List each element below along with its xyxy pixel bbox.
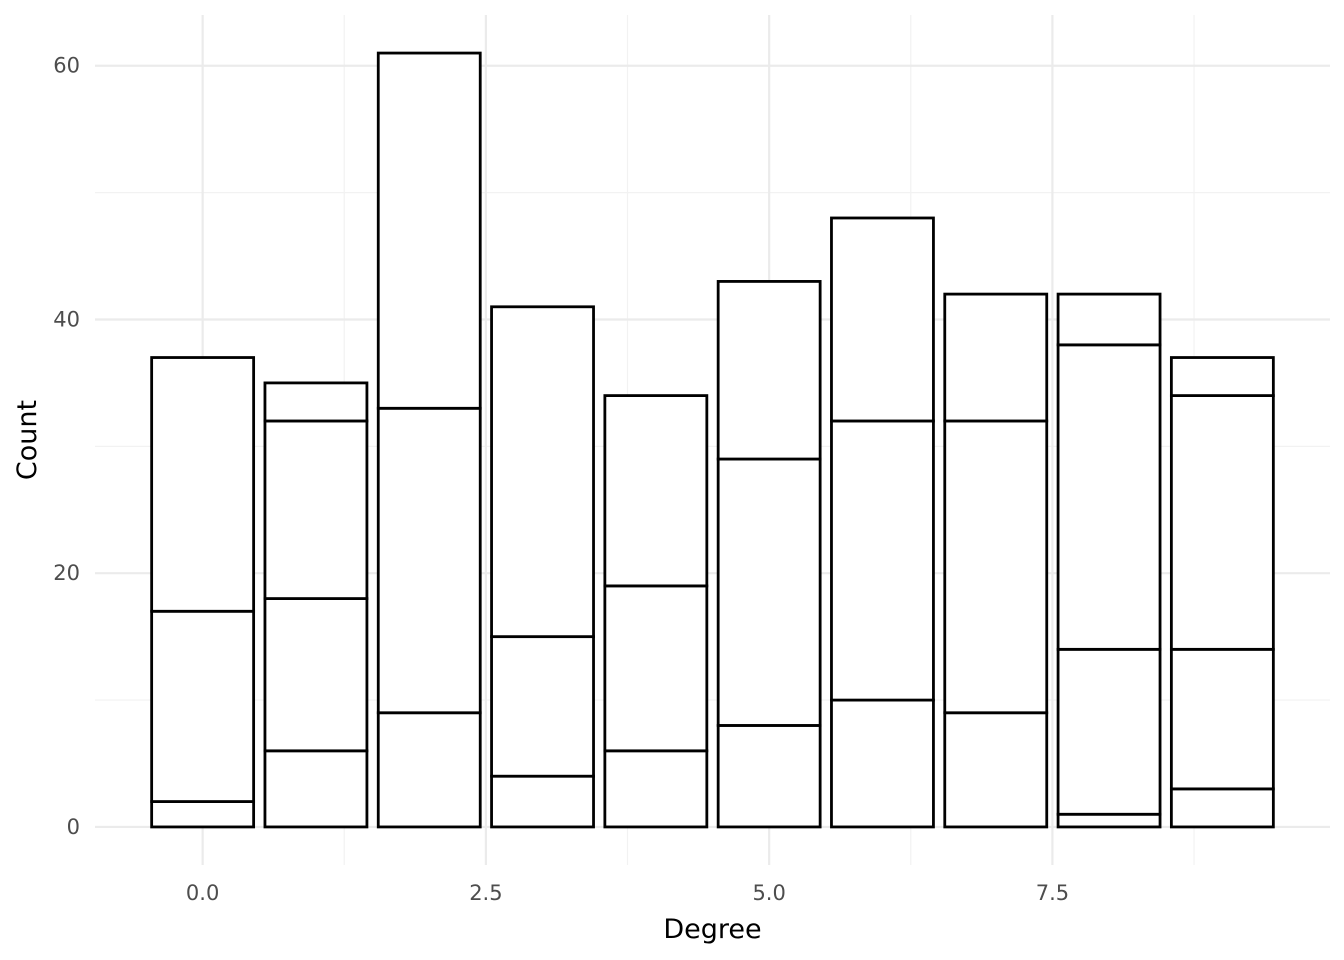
bar-stack (1056, 292, 1162, 829)
bar-segment (1056, 647, 1162, 816)
bar-stack (376, 51, 482, 829)
bar-segment (376, 711, 482, 829)
bar-segment (150, 356, 256, 613)
bar-segment (263, 419, 369, 600)
bar-stack (830, 216, 935, 829)
bar-segment (830, 698, 935, 829)
bar-stack (150, 356, 256, 829)
bar-segment (943, 292, 1049, 423)
bar-segment (603, 394, 709, 588)
bar-segment (150, 609, 256, 803)
y-tick-label: 0 (67, 815, 80, 839)
x-axis-title: Degree (663, 914, 761, 945)
bar-segment (1056, 343, 1162, 651)
x-tick-label: 7.5 (1036, 881, 1069, 905)
bar-segment (490, 774, 595, 829)
bar-stack (490, 305, 595, 829)
bar-segment (1169, 647, 1275, 791)
y-axis-ticks: 0 20 40 60 (53, 54, 80, 839)
bar-segment (603, 749, 709, 829)
bar-segment (603, 584, 709, 753)
bar-segment (1169, 394, 1275, 651)
bar-stack (943, 292, 1049, 829)
y-axis-title: Count (12, 400, 43, 480)
y-tick-label: 20 (53, 561, 80, 585)
bar-stack (603, 394, 709, 829)
bar-stack (263, 381, 369, 829)
y-tick-label: 60 (53, 54, 80, 78)
bar-segment (716, 280, 822, 461)
x-tick-label: 2.5 (469, 881, 502, 905)
x-tick-label: 5.0 (752, 881, 785, 905)
bar-segment (716, 724, 822, 829)
bar-segment (376, 406, 482, 715)
bar-segment (1056, 292, 1162, 347)
bar-segment (490, 635, 595, 778)
bar-segment (1169, 787, 1275, 829)
bar-segment (490, 305, 595, 639)
bar-stack (716, 280, 822, 829)
bar-segment (830, 419, 935, 702)
bar-segment (263, 381, 369, 423)
bar-stack (1169, 356, 1275, 829)
bars (150, 51, 1275, 829)
bar-segment (150, 800, 256, 829)
bar-segment (943, 419, 1049, 715)
x-axis-ticks: 0.0 2.5 5.0 7.5 (186, 881, 1069, 905)
bar-segment (943, 711, 1049, 829)
bar-segment (376, 51, 482, 410)
x-tick-label: 0.0 (186, 881, 219, 905)
bar-segment (1169, 356, 1275, 397)
bar-segment (263, 749, 369, 829)
bar-segment (716, 457, 822, 727)
bar-segment (1056, 812, 1162, 829)
bar-segment (830, 216, 935, 423)
y-tick-label: 40 (53, 307, 80, 331)
bar-segment (263, 597, 369, 753)
